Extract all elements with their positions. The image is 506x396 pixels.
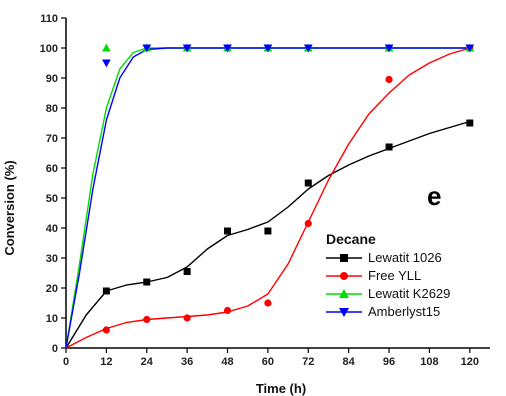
data-point-lewatit-1026 — [224, 227, 232, 235]
y-tick-label: 90 — [46, 73, 58, 85]
y-tick-label: 70 — [46, 133, 58, 145]
y-tick-label: 50 — [46, 193, 58, 205]
y-tick-label: 80 — [46, 103, 58, 115]
series-layer — [65, 47, 470, 349]
series-line-free-yll — [65, 47, 470, 349]
x-tick-label: 108 — [420, 356, 438, 368]
data-point-amberlyst15 — [223, 44, 232, 53]
y-tick-label: 40 — [46, 223, 58, 235]
data-point-free-yll — [102, 326, 110, 334]
legend-marker-lewatit-1026 — [340, 254, 348, 262]
x-tick-label: 60 — [262, 356, 274, 368]
y-tick-label: 60 — [46, 163, 58, 175]
y-tick-label: 20 — [46, 283, 58, 295]
data-point-amberlyst15 — [102, 59, 111, 68]
legend-marker-free-yll — [340, 272, 348, 280]
legend-marker-amberlyst15 — [339, 308, 349, 317]
series-line-amberlyst15 — [65, 47, 470, 349]
x-tick-label: 36 — [181, 356, 193, 368]
y-tick-label: 100 — [40, 43, 58, 55]
data-point-amberlyst15 — [384, 44, 394, 53]
data-point-free-yll — [264, 299, 272, 307]
data-point-lewatit-1026 — [143, 278, 151, 286]
data-point-amberlyst15 — [303, 44, 313, 53]
data-point-amberlyst15 — [182, 44, 192, 53]
data-point-lewatit-1026 — [385, 143, 393, 151]
x-tick-label: 12 — [100, 356, 112, 368]
y-tick-label: 0 — [52, 343, 58, 355]
panel-label: e — [427, 181, 441, 211]
data-point-free-yll — [223, 306, 232, 315]
data-point-free-yll — [304, 219, 312, 228]
legend-label-lewatit-k2629: Lewatit K2629 — [368, 286, 450, 301]
legend-label-lewatit-1026: Lewatit 1026 — [368, 250, 442, 265]
x-tick-label: 0 — [63, 356, 69, 368]
y-axis-title: Conversion (%) — [2, 160, 17, 255]
series-line-lewatit-1026 — [65, 120, 470, 349]
data-point-amberlyst15 — [142, 44, 152, 53]
x-tick-label: 84 — [343, 356, 356, 368]
y-tick-label: 110 — [40, 13, 58, 25]
x-tick-label: 24 — [141, 356, 154, 368]
data-point-lewatit-k2629 — [102, 43, 111, 52]
x-axis-title: Time (h) — [256, 381, 306, 396]
legend-marker-lewatit-k2629 — [339, 289, 349, 298]
data-point-lewatit-1026 — [264, 227, 272, 235]
legend-label-amberlyst15: Amberlyst15 — [368, 304, 440, 319]
marker-layer — [102, 43, 475, 334]
data-point-free-yll — [183, 314, 191, 322]
x-tick-label: 96 — [383, 356, 395, 368]
y-tick-label: 10 — [46, 313, 58, 325]
x-tick-label: 48 — [221, 356, 233, 368]
data-point-lewatit-1026 — [466, 119, 474, 127]
x-tick-label: 72 — [302, 356, 314, 368]
data-point-lewatit-1026 — [183, 268, 191, 275]
legend: Decane Lewatit 1026 Free YLL Lewatit K2629… — [326, 231, 450, 319]
data-point-lewatit-1026 — [102, 287, 110, 295]
x-tick-label: 120 — [461, 356, 479, 368]
legend-label-free-yll: Free YLL — [368, 268, 421, 283]
axes-layer: 0 10 20 30 40 50 60 70 80 90 100 110 0 12 24 36 48 60 72 84… — [40, 13, 490, 368]
data-point-free-yll — [385, 75, 393, 84]
data-point-free-yll — [143, 315, 151, 324]
data-point-lewatit-1026 — [304, 179, 312, 187]
y-tick-label: 30 — [46, 253, 58, 265]
data-point-amberlyst15 — [465, 44, 475, 53]
data-point-amberlyst15 — [263, 44, 273, 53]
legend-title: Decane — [326, 231, 376, 247]
